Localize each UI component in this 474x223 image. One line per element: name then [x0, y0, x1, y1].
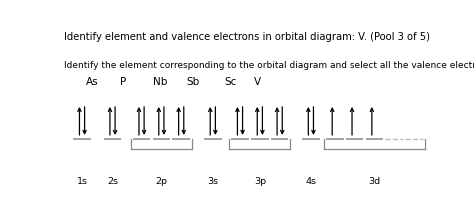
Text: 1s: 1s [76, 177, 88, 186]
Text: 3d: 3d [368, 177, 381, 186]
Text: Nb: Nb [153, 77, 167, 87]
Text: V: V [254, 77, 261, 87]
Text: As: As [86, 77, 99, 87]
Text: 3p: 3p [254, 177, 266, 186]
Text: 2p: 2p [155, 177, 167, 186]
Text: Identify the element corresponding to the orbital diagram and select all the val: Identify the element corresponding to th… [64, 61, 474, 70]
Text: Sb: Sb [187, 77, 200, 87]
Text: Sc: Sc [224, 77, 236, 87]
Text: 2s: 2s [107, 177, 118, 186]
Text: 3s: 3s [207, 177, 219, 186]
Text: P: P [120, 77, 127, 87]
Text: 4s: 4s [305, 177, 316, 186]
Text: Identify element and valence electrons in orbital diagram: V. (Pool 3 of 5): Identify element and valence electrons i… [64, 32, 429, 42]
